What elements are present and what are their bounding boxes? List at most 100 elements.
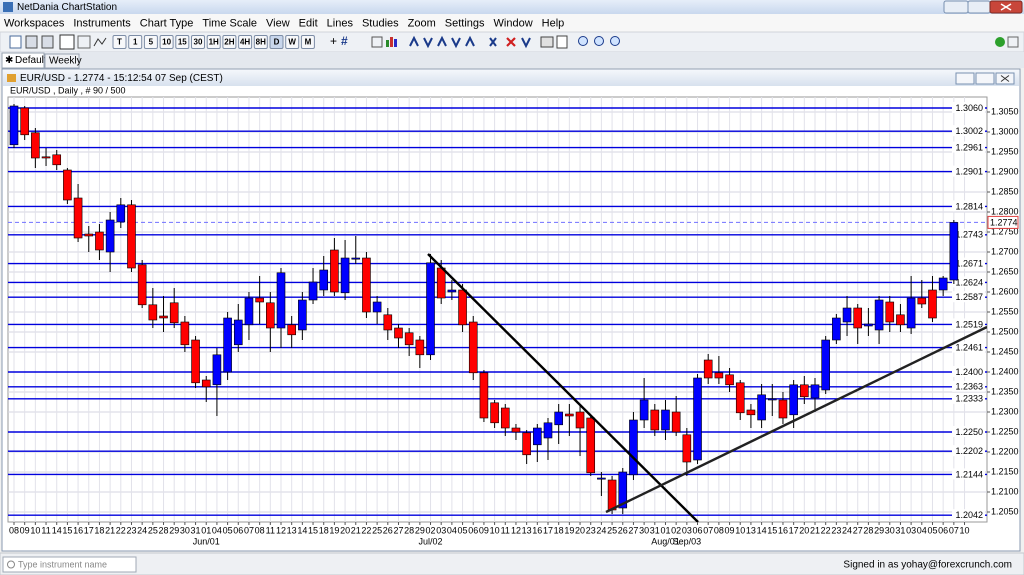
timeframe-button[interactable] <box>222 35 237 49</box>
menu-item[interactable]: Edit <box>299 17 318 29</box>
new-icon[interactable] <box>9 35 22 49</box>
candle-body <box>949 222 959 281</box>
window-minimize[interactable] <box>955 72 975 85</box>
timeframe-button[interactable] <box>253 35 268 49</box>
x-tick-label: 09 <box>20 525 30 535</box>
line-tool[interactable] <box>521 37 531 49</box>
candle-body <box>693 377 702 461</box>
level-label-box <box>952 341 985 353</box>
timeframe-button[interactable] <box>175 35 190 49</box>
app-icon <box>3 2 13 12</box>
menu-item[interactable]: Zoom <box>408 17 436 29</box>
window-restore[interactable] <box>975 72 995 85</box>
candle-body <box>864 323 873 327</box>
x-tick-label: 12 <box>276 525 286 535</box>
candle-body <box>276 272 286 329</box>
menu-bar <box>0 14 1024 32</box>
print-icon[interactable] <box>540 36 554 48</box>
volume-icon[interactable] <box>394 39 397 47</box>
menu-item[interactable]: Help <box>542 17 565 29</box>
y-tick-label: 1.2100 <box>991 486 1019 496</box>
x-tick-label: 07 <box>244 525 254 535</box>
instrument-search[interactable] <box>2 556 137 573</box>
menu-item[interactable]: Window <box>494 17 533 29</box>
status-bar <box>0 552 1024 575</box>
bar-chart-icon[interactable] <box>59 34 75 50</box>
icon[interactable] <box>371 36 383 48</box>
tab-weekly[interactable] <box>44 53 80 69</box>
timeframe-button[interactable] <box>159 35 174 49</box>
timeframe-button[interactable] <box>143 35 158 49</box>
x-tick-label: 03 <box>906 525 916 535</box>
y-tick-label: 1.2450 <box>991 346 1019 356</box>
x-tick-label: 09 <box>479 525 489 535</box>
timeframe-button[interactable] <box>206 35 221 49</box>
trend-line[interactable] <box>605 325 987 514</box>
minimize-button[interactable] <box>943 0 969 14</box>
tab-label: Weekly <box>49 56 82 67</box>
candle-body <box>703 359 713 379</box>
grid-icon[interactable]: # <box>341 34 348 48</box>
timeframe-button[interactable] <box>269 35 284 49</box>
timeframe-label: W <box>288 38 296 47</box>
timeframe-label: D <box>274 38 280 47</box>
zoom-out-icon[interactable] <box>594 36 604 46</box>
candle-body <box>20 107 29 136</box>
menu-item[interactable]: Workspaces <box>4 17 65 29</box>
menu-icon[interactable] <box>1007 36 1019 48</box>
x-tick-label: 05 <box>223 525 233 535</box>
zoom-reset-icon[interactable] <box>610 36 620 46</box>
x-tick-label: 23 <box>586 525 596 535</box>
candle-body <box>639 399 649 421</box>
delete-tool[interactable] <box>506 37 516 47</box>
maximize-button[interactable] <box>967 0 991 14</box>
zoom-in-icon[interactable] <box>578 36 588 46</box>
x-tick-label: 25 <box>607 525 617 535</box>
crosshair-icon[interactable]: + <box>330 34 337 48</box>
timeframe-button[interactable] <box>191 35 205 49</box>
candle-body <box>618 471 628 509</box>
x-tick-label: 28 <box>404 525 414 535</box>
timeframe-button[interactable] <box>128 35 143 49</box>
menu-item[interactable]: Chart Type <box>140 17 194 29</box>
trend-line[interactable] <box>427 253 699 522</box>
level-label-box <box>952 125 985 137</box>
timeframe-button[interactable] <box>285 35 300 49</box>
x-tick-label: 01 <box>201 525 211 535</box>
menu-item[interactable]: Studies <box>362 17 399 29</box>
tab-default[interactable] <box>1 52 45 69</box>
menu-item[interactable]: Time Scale <box>202 17 257 29</box>
candle-body <box>725 374 734 386</box>
menu-item[interactable]: View <box>266 17 290 29</box>
candle-body <box>607 479 617 511</box>
timeframe-button[interactable] <box>112 35 127 49</box>
y-tick-label: 1.2950 <box>991 146 1019 156</box>
level-label-box <box>952 366 985 377</box>
volume-icon[interactable] <box>390 37 393 47</box>
menu-item[interactable]: Instruments <box>73 17 131 29</box>
candle-body <box>180 321 190 346</box>
x-tick-label: 17 <box>789 525 799 535</box>
level-label: 1.3002 <box>955 126 983 136</box>
y-tick-label: 1.2700 <box>991 246 1019 256</box>
y-tick-label: 1.2850 <box>991 186 1019 196</box>
x-tick-label: 13 <box>522 525 532 535</box>
y-tick-label: 1.3000 <box>991 126 1019 136</box>
x-tick-label: 11 <box>266 525 275 535</box>
timeframe-button[interactable] <box>300 35 315 49</box>
line-tools[interactable] <box>409 35 475 49</box>
line-tool[interactable] <box>489 37 497 47</box>
preview-icon[interactable] <box>556 35 568 49</box>
menu-item[interactable]: Settings <box>445 17 485 29</box>
line-chart-icon[interactable] <box>93 37 107 47</box>
save-icon[interactable] <box>25 35 38 49</box>
window-close-icon <box>1000 75 1010 82</box>
menu-item[interactable]: Lines <box>327 17 354 29</box>
save-as-icon[interactable] <box>41 35 54 49</box>
timeframe-label: 2H <box>224 38 234 47</box>
timeframe-button[interactable] <box>238 35 253 49</box>
candle-chart-icon[interactable] <box>77 35 91 49</box>
y-tick-label: 1.2150 <box>991 466 1019 476</box>
level-label-box <box>952 102 985 113</box>
volume-icon[interactable] <box>386 40 389 47</box>
